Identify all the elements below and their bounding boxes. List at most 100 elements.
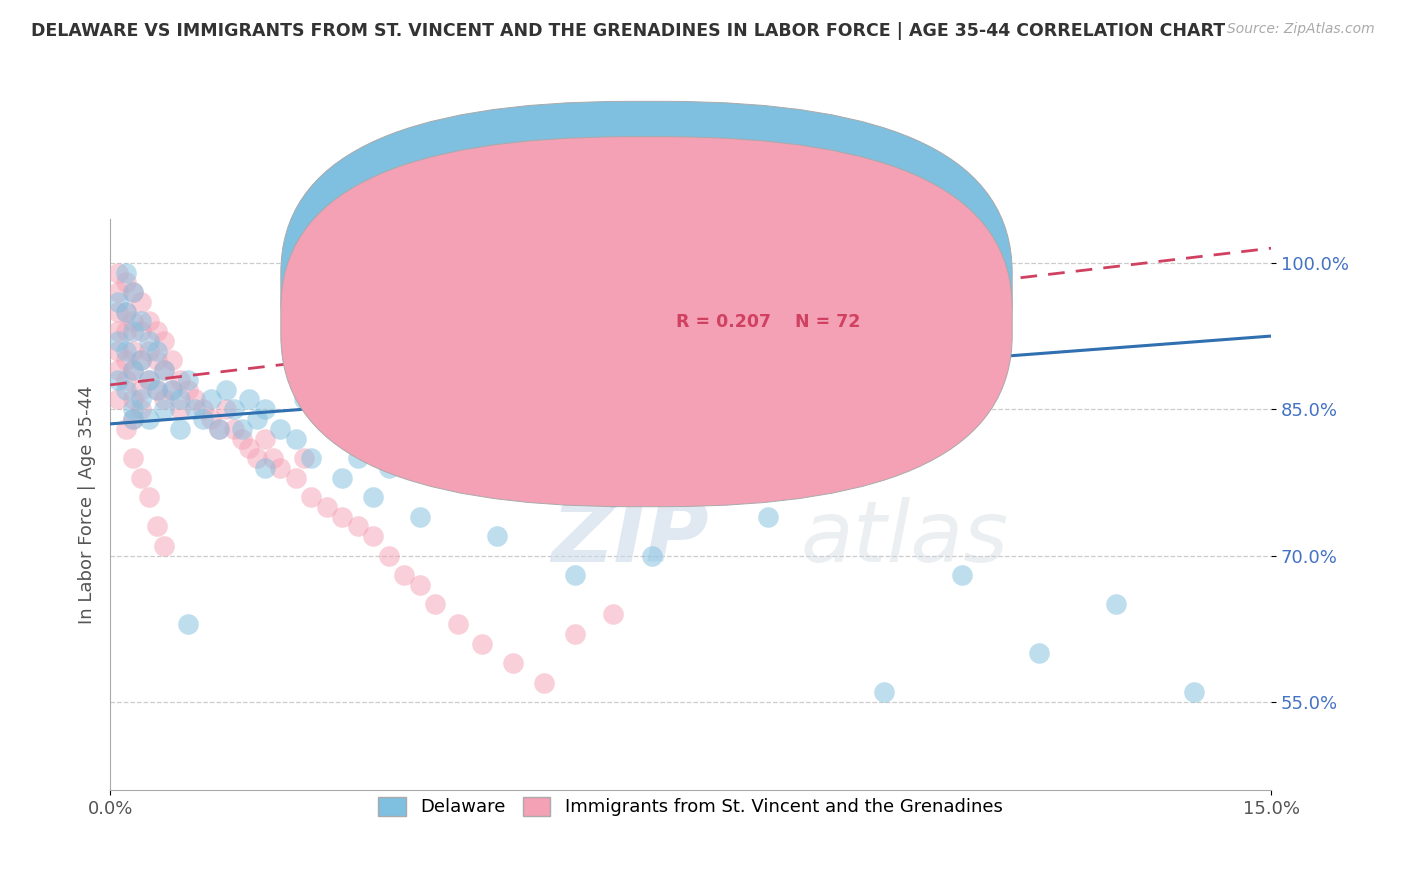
Point [122,363,145,377]
Point [602,490,624,504]
Point [315,500,337,514]
Point [114,343,136,358]
Point [363,529,385,543]
Point [564,568,586,582]
Point [409,578,432,592]
Point [346,451,368,466]
Point [394,568,416,582]
Point [246,412,269,426]
Point [238,442,260,456]
Point [378,549,401,563]
Point [176,373,198,387]
Point [122,412,145,426]
Point [269,422,291,436]
Point [409,509,432,524]
Point [129,353,152,368]
Point [138,412,160,426]
Point [129,353,152,368]
Point [207,422,229,436]
Point [129,392,152,407]
Point [191,412,214,426]
Point [114,304,136,318]
Point [564,626,586,640]
Point [129,383,152,397]
Point [191,402,214,417]
Point [315,412,337,426]
Point [138,373,160,387]
Point [107,392,129,407]
Point [447,617,470,632]
Point [114,373,136,387]
Point [160,383,183,397]
Text: N = 72: N = 72 [796,313,860,331]
Point [145,324,167,338]
Point [378,460,401,475]
FancyBboxPatch shape [281,136,1012,507]
Point [129,324,152,338]
Point [107,285,129,300]
Point [160,353,183,368]
Point [533,675,555,690]
Point [107,324,129,338]
Point [602,607,624,622]
Point [114,383,136,397]
Point [138,343,160,358]
Point [253,460,276,475]
Text: R = 0.207: R = 0.207 [675,313,770,331]
Point [145,383,167,397]
Point [107,373,129,387]
Point [122,412,145,426]
Point [145,519,167,533]
Point [231,422,253,436]
FancyBboxPatch shape [281,102,1012,471]
Point [145,353,167,368]
Point [284,432,307,446]
Point [409,373,432,387]
Point [160,383,183,397]
Point [184,392,207,407]
Point [122,363,145,377]
FancyBboxPatch shape [609,259,905,347]
Point [873,685,896,699]
Point [114,266,136,280]
Point [679,432,702,446]
Point [122,392,145,407]
Point [114,324,136,338]
Point [284,470,307,484]
Point [145,383,167,397]
Point [432,470,454,484]
Point [292,392,315,407]
Point [262,451,284,466]
Point [641,549,664,563]
Point [129,402,152,417]
Point [834,470,856,484]
Y-axis label: In Labor Force | Age 35-44: In Labor Force | Age 35-44 [79,385,96,624]
Point [169,373,191,387]
Point [122,314,145,328]
Point [1182,685,1205,699]
Point [269,460,291,475]
Point [169,402,191,417]
Point [107,294,129,309]
Point [346,519,368,533]
Point [215,402,238,417]
Point [215,383,238,397]
Point [200,392,222,407]
Point [1028,646,1050,660]
Point [153,402,176,417]
Point [129,294,152,309]
Point [471,636,494,650]
Point [756,509,779,524]
Point [176,383,198,397]
Point [718,353,741,368]
Point [502,656,524,670]
Point [524,451,547,466]
Point [299,451,322,466]
Text: R = 0.159: R = 0.159 [675,277,770,295]
Text: DELAWARE VS IMMIGRANTS FROM ST. VINCENT AND THE GRENADINES IN LABOR FORCE | AGE : DELAWARE VS IMMIGRANTS FROM ST. VINCENT … [31,22,1225,40]
Point [207,422,229,436]
Point [122,402,145,417]
Point [138,373,160,387]
Point [238,392,260,407]
Point [114,353,136,368]
